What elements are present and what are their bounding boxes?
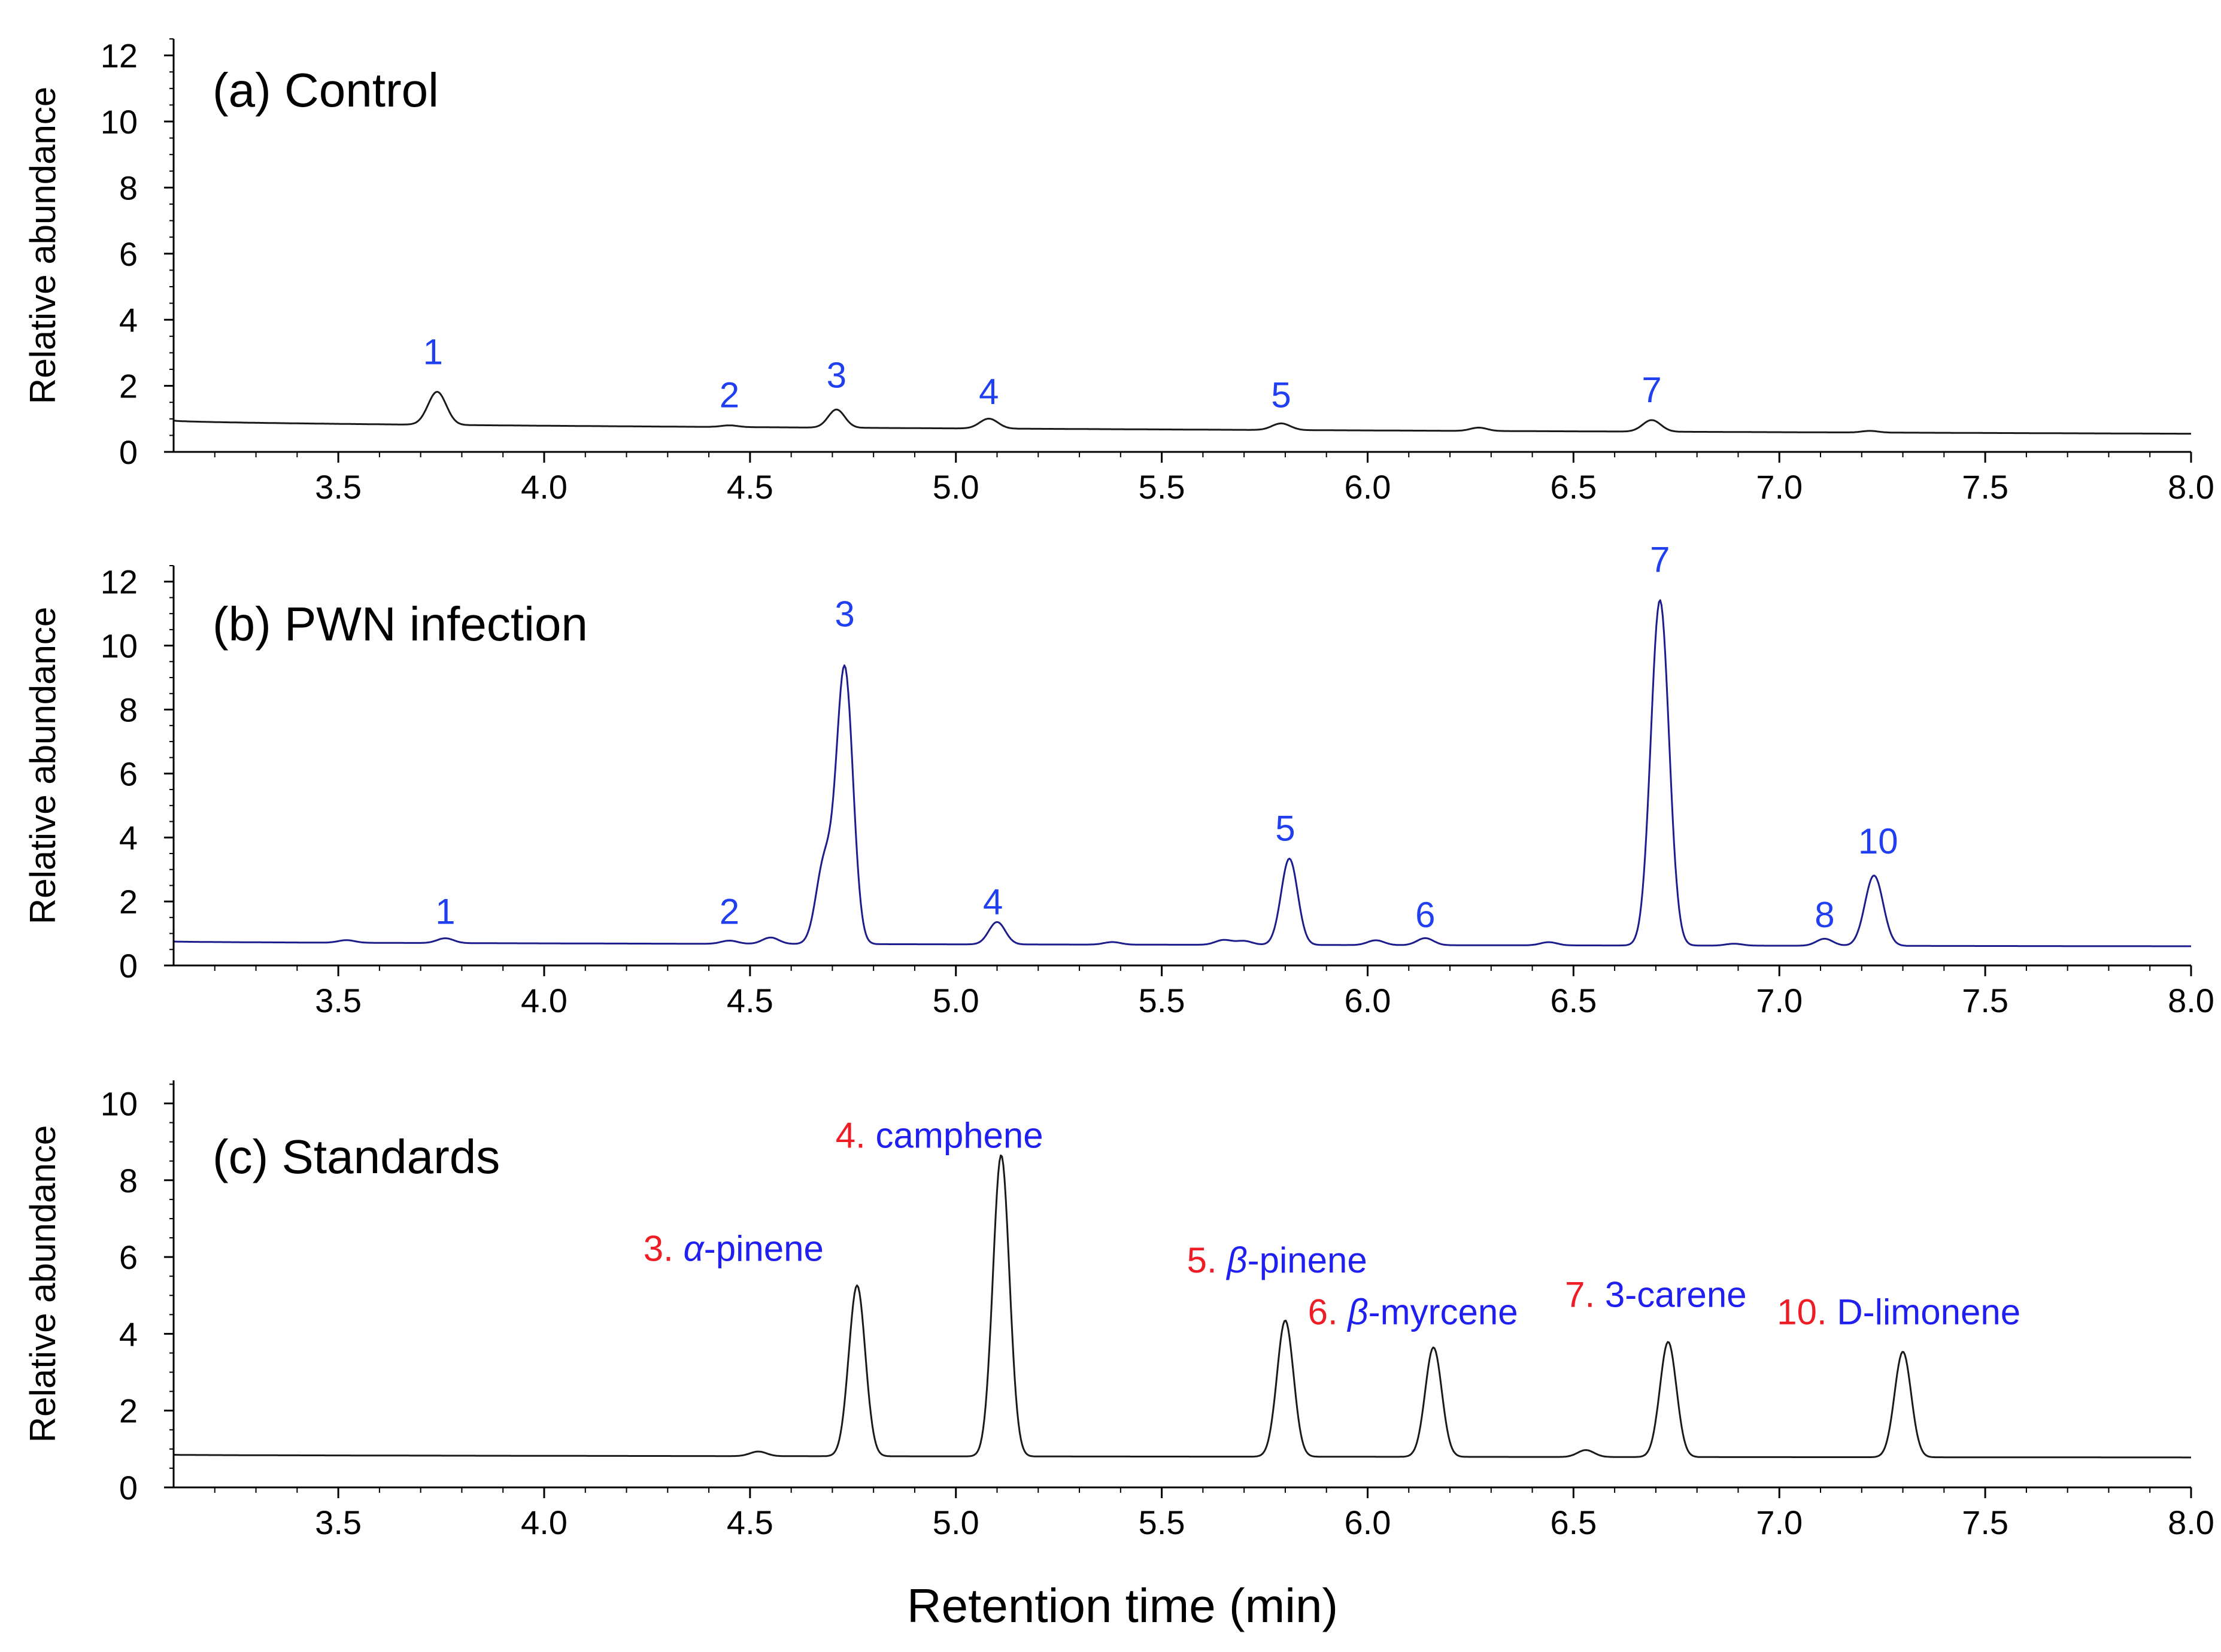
compound-label: 3. α-pinene xyxy=(644,1229,824,1269)
peak-label: 4 xyxy=(979,372,999,412)
y-axis-label: Relative abundance xyxy=(23,607,63,924)
peak-label: 1 xyxy=(423,332,443,372)
x-tick-label: 7.5 xyxy=(1962,1504,2008,1541)
x-tick-label: 5.0 xyxy=(933,468,979,506)
peak-label: 8 xyxy=(1815,895,1834,935)
compound-label: 10. D-limonene xyxy=(1777,1292,2020,1332)
peak-label: 4 xyxy=(983,882,1003,922)
panel-title-a: (a) Control xyxy=(213,63,439,117)
x-tick-label: 8.0 xyxy=(2168,982,2214,1019)
y-tick-label: 6 xyxy=(119,1238,138,1276)
trace-c xyxy=(174,1154,2191,1459)
panel-title-b: (b) PWN infection xyxy=(213,597,588,651)
x-tick-label: 3.5 xyxy=(315,468,362,506)
x-tick-label: 4.0 xyxy=(521,982,568,1019)
x-tick-label: 3.5 xyxy=(315,1504,362,1541)
y-tick-label: 2 xyxy=(119,368,138,405)
x-tick-label: 7.0 xyxy=(1756,468,1803,506)
x-tick-label: 4.5 xyxy=(727,468,773,506)
x-tick-label: 5.0 xyxy=(933,982,979,1019)
x-axis-label: Retention time (min) xyxy=(907,1579,1338,1632)
y-tick-label: 8 xyxy=(119,169,138,206)
compound-label: 5. β-pinene xyxy=(1187,1240,1367,1280)
peak-label: 3 xyxy=(827,355,846,395)
peak-label: 2 xyxy=(720,375,739,415)
y-tick-label: 0 xyxy=(119,433,138,471)
trace-b xyxy=(173,599,2191,948)
y-tick-label: 6 xyxy=(119,755,138,792)
x-tick-label: 6.5 xyxy=(1550,468,1597,506)
y-tick-label: 10 xyxy=(101,1085,138,1122)
y-axis-label: Relative abundance xyxy=(23,1125,63,1443)
x-tick-label: 7.0 xyxy=(1756,982,1803,1019)
x-tick-label: 8.0 xyxy=(2168,468,2214,506)
peak-label: 10 xyxy=(1858,821,1898,861)
x-tick-label: 6.0 xyxy=(1345,982,1391,1019)
peak-label: 1 xyxy=(435,892,455,932)
x-tick-label: 6.5 xyxy=(1550,1504,1597,1541)
peak-label: 7 xyxy=(1642,370,1661,410)
x-tick-label: 6.0 xyxy=(1345,468,1391,506)
x-tick-label: 4.0 xyxy=(521,1504,568,1541)
y-tick-label: 8 xyxy=(119,691,138,728)
y-tick-label: 8 xyxy=(119,1162,138,1199)
y-tick-label: 2 xyxy=(119,883,138,921)
trace-a xyxy=(173,391,2191,435)
y-tick-label: 0 xyxy=(119,947,138,985)
peak-label: 7 xyxy=(1650,540,1670,580)
x-tick-label: 4.5 xyxy=(727,1504,773,1541)
x-tick-label: 5.5 xyxy=(1139,468,1185,506)
y-tick-label: 4 xyxy=(119,819,138,857)
y-tick-label: 10 xyxy=(101,627,138,665)
peak-label: 6 xyxy=(1415,895,1435,935)
y-tick-label: 6 xyxy=(119,235,138,273)
peak-label: 2 xyxy=(720,892,739,932)
panel-c: 3.5 4.0 4.5 5.0 5.5 6.0 6.5 7.0 7.5 8.0 0 2 4 6 8 10 Rel… xyxy=(23,1080,2214,1541)
x-tick-label: 6.0 xyxy=(1345,1504,1391,1541)
x-tick-label: 6.5 xyxy=(1550,982,1597,1019)
y-tick-label: 4 xyxy=(119,301,138,339)
peak-label: 5 xyxy=(1271,375,1291,415)
compound-label: 6. β-myrcene xyxy=(1308,1292,1518,1332)
compound-label: 4. camphene xyxy=(836,1115,1043,1155)
compound-label: 7. 3-carene xyxy=(1565,1274,1747,1314)
x-tick-label: 7.0 xyxy=(1756,1504,1803,1541)
panel-a: 3.5 4.0 4.5 5.0 5.5 6.0 6.5 7.0 7.5 8.0024681012R… xyxy=(23,37,2214,506)
y-tick-label: 12 xyxy=(101,563,138,601)
x-tick-label: 5.5 xyxy=(1139,1504,1185,1541)
panel-b: 3.5 4.0 4.5 5.0 5.5 6.0 6.5 7.0 7.5 8.0024681012R… xyxy=(23,540,2214,1019)
x-tick-label: 7.5 xyxy=(1962,468,2008,506)
y-tick-label: 2 xyxy=(119,1392,138,1430)
x-tick-label: 5.5 xyxy=(1139,982,1185,1019)
x-tick-label: 3.5 xyxy=(315,982,362,1019)
peak-label: 5 xyxy=(1275,809,1295,849)
y-tick-label: 4 xyxy=(119,1315,138,1353)
y-tick-label: 10 xyxy=(101,103,138,141)
x-tick-label: 7.5 xyxy=(1962,982,2008,1019)
x-tick-label: 4.0 xyxy=(521,468,568,506)
y-axis-label: Relative abundance xyxy=(23,87,63,404)
panel-title-c: (c) Standards xyxy=(213,1130,500,1183)
x-tick-label: 8.0 xyxy=(2168,1504,2214,1541)
peak-label: 3 xyxy=(835,594,854,634)
y-tick-label: 0 xyxy=(119,1469,138,1507)
x-tick-label: 4.5 xyxy=(727,982,773,1019)
y-tick-label: 12 xyxy=(101,37,138,75)
x-tick-label: 5.0 xyxy=(933,1504,979,1541)
